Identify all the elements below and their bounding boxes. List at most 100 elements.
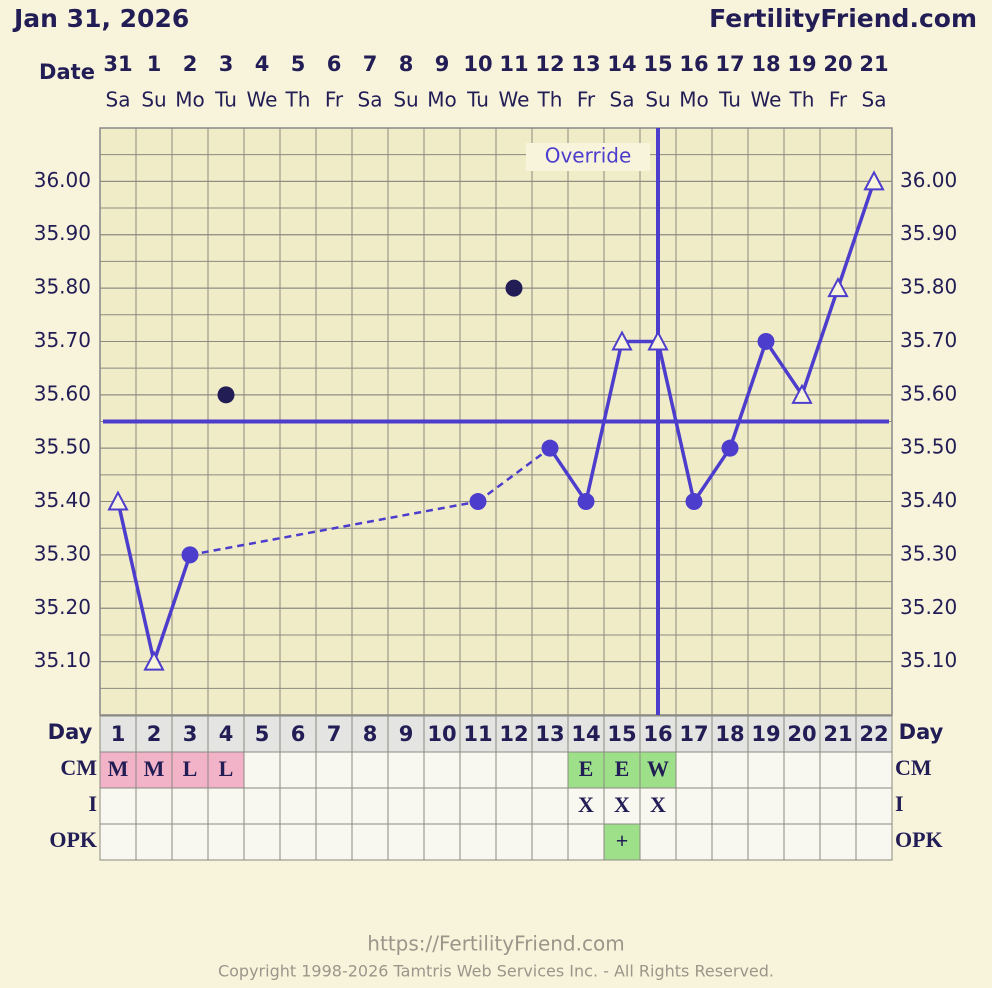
temperature-point xyxy=(791,383,813,404)
table-cell xyxy=(99,823,137,861)
table-cell xyxy=(747,751,785,789)
table-cell xyxy=(423,823,461,861)
temperature-point xyxy=(541,439,559,457)
temperature-line xyxy=(584,341,624,502)
table-cell xyxy=(207,823,245,861)
day-number: 7 xyxy=(327,722,342,746)
day-number: 1 xyxy=(111,722,126,746)
temperature-point xyxy=(181,546,199,564)
table-cell xyxy=(387,823,425,861)
y-tick-label: 35.80 xyxy=(34,275,91,299)
day-number: 8 xyxy=(363,722,378,746)
cell-value: X xyxy=(578,792,594,817)
weekday: We xyxy=(751,88,782,112)
day-number: 3 xyxy=(183,722,198,746)
y-tick-label: 35.50 xyxy=(900,435,957,459)
y-tick-label: 35.40 xyxy=(34,488,91,512)
table-cell xyxy=(675,787,713,825)
temperature-point xyxy=(827,276,849,298)
temperature-line xyxy=(692,447,732,503)
table-cell xyxy=(279,787,317,825)
day-number: 21 xyxy=(823,722,852,746)
y-tick-label: 35.60 xyxy=(900,381,957,405)
table-cell xyxy=(747,823,785,861)
table-cell xyxy=(639,787,677,825)
cell-value: M xyxy=(144,756,165,781)
table-cell xyxy=(711,751,749,789)
cell-value: E xyxy=(615,756,630,781)
table-cell xyxy=(495,787,533,825)
weekday: Mo xyxy=(679,88,709,112)
copyright: Copyright 1998-2026 Tamtris Web Services… xyxy=(218,962,774,981)
table-cell xyxy=(171,751,209,789)
table-cell xyxy=(279,823,317,861)
temperature-point xyxy=(577,493,595,511)
temperature-line xyxy=(189,500,479,557)
temperature-line xyxy=(548,447,588,503)
weekday: Sa xyxy=(610,88,635,112)
weekday: Fr xyxy=(577,88,596,112)
discarded-point xyxy=(217,386,235,404)
weekday: Tu xyxy=(718,88,741,112)
temperature-line xyxy=(477,447,551,503)
table-cell xyxy=(567,823,605,861)
weekday: Mo xyxy=(175,88,205,112)
day-number: 19 xyxy=(751,722,780,746)
weekday: Th xyxy=(285,88,311,112)
temperature-point xyxy=(611,330,633,351)
day-number: 22 xyxy=(859,722,888,746)
date: 2 xyxy=(183,52,198,76)
annotation-bg xyxy=(526,143,650,171)
row-label: OPK xyxy=(49,827,97,852)
table-cell xyxy=(819,751,857,789)
table-cell xyxy=(711,787,749,825)
cell-value: M xyxy=(108,756,129,781)
weekday: Sa xyxy=(106,88,131,112)
day-number: 10 xyxy=(427,722,456,746)
day-cell xyxy=(351,715,389,753)
day-cell xyxy=(423,715,461,753)
table-cell xyxy=(783,823,821,861)
date: 19 xyxy=(787,52,816,76)
temperature-line xyxy=(656,341,696,502)
table-cell xyxy=(603,751,641,789)
day-number: 5 xyxy=(255,722,270,746)
table-cell xyxy=(639,751,677,789)
table-cell xyxy=(351,751,389,789)
day-label: Day xyxy=(899,720,944,744)
table-cell xyxy=(639,823,677,861)
temperature-line xyxy=(800,287,840,396)
table-cell xyxy=(315,787,353,825)
table-cell xyxy=(459,823,497,861)
weekday: Su xyxy=(141,88,166,112)
date: 17 xyxy=(715,52,744,76)
table-cell xyxy=(351,823,389,861)
date: 13 xyxy=(571,52,600,76)
table-cell xyxy=(171,823,209,861)
weekday: Tu xyxy=(466,88,489,112)
table-cell xyxy=(387,787,425,825)
day-number: 6 xyxy=(291,722,306,746)
day-cell xyxy=(819,715,857,753)
weekday: Tu xyxy=(214,88,237,112)
day-number: 12 xyxy=(499,722,528,746)
date: 5 xyxy=(291,52,306,76)
temperature-point xyxy=(143,650,165,671)
temperature-line xyxy=(728,340,768,449)
date: 21 xyxy=(859,52,888,76)
day-number: 9 xyxy=(399,722,414,746)
table-cell xyxy=(243,751,281,789)
table-cell xyxy=(459,787,497,825)
table-cell xyxy=(207,751,245,789)
y-tick-label: 35.50 xyxy=(34,435,91,459)
table-cell xyxy=(819,823,857,861)
day-number: 4 xyxy=(219,722,234,746)
weekday: Fr xyxy=(325,88,344,112)
table-cell xyxy=(171,787,209,825)
date-label: Date xyxy=(39,60,95,84)
table-cell xyxy=(423,787,461,825)
temperature-point xyxy=(647,330,669,351)
date: 18 xyxy=(751,52,780,76)
temperature-point xyxy=(469,493,487,511)
